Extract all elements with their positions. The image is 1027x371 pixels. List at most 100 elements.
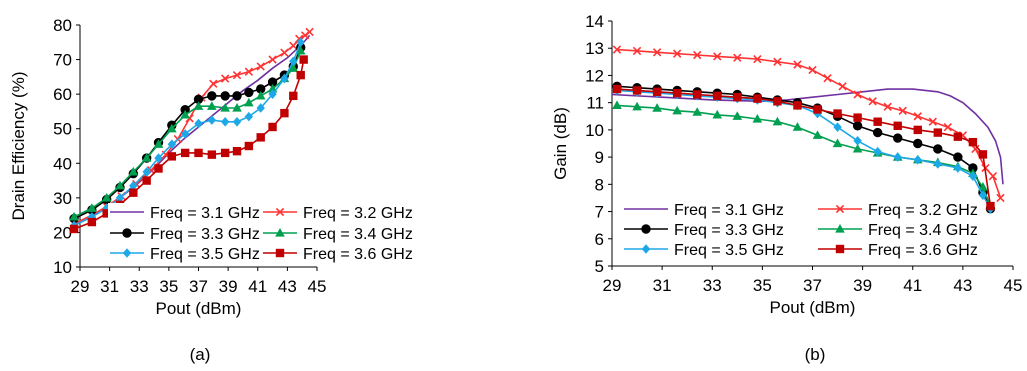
series-point bbox=[672, 49, 682, 58]
x-tick-label: 43 bbox=[278, 277, 297, 296]
series-point bbox=[167, 123, 177, 133]
series-point bbox=[69, 211, 79, 221]
series-point bbox=[101, 192, 112, 202]
series-point bbox=[87, 203, 97, 212]
series-point bbox=[220, 148, 230, 158]
series-point bbox=[753, 54, 762, 64]
legend-background bbox=[622, 200, 786, 218]
series-point bbox=[986, 201, 995, 211]
series-point bbox=[280, 73, 289, 84]
series-point bbox=[207, 91, 217, 101]
series-point bbox=[692, 107, 703, 116]
series-point bbox=[933, 128, 943, 137]
series-point bbox=[953, 132, 963, 141]
series-point bbox=[793, 101, 802, 110]
series-point bbox=[988, 172, 998, 181]
series-point bbox=[928, 117, 937, 126]
series-point bbox=[167, 139, 177, 150]
series-point bbox=[968, 137, 978, 147]
series-point bbox=[142, 176, 151, 185]
x-tick-label: 33 bbox=[703, 276, 722, 295]
series-point bbox=[913, 155, 922, 165]
legend-swatch-point bbox=[275, 207, 285, 217]
x-tick-label: 41 bbox=[248, 277, 267, 296]
legend: Freq = 3.1 GHz Freq = 3.2 GHz Freq = 3.3 G… bbox=[108, 203, 415, 263]
series-point bbox=[853, 90, 862, 99]
series-point bbox=[128, 166, 139, 176]
series-point bbox=[833, 122, 842, 132]
series-point bbox=[893, 152, 902, 162]
y-tick-label: 6 bbox=[595, 230, 604, 249]
legend-background bbox=[816, 240, 980, 258]
series-point bbox=[296, 37, 305, 48]
series-point bbox=[129, 188, 138, 197]
series-point bbox=[115, 180, 125, 190]
x-tick-label: 41 bbox=[903, 276, 922, 295]
legend-label: Freq = 3.2 GHz bbox=[868, 202, 978, 219]
x-tick-label: 37 bbox=[803, 276, 822, 295]
legend-background bbox=[261, 244, 415, 262]
y-tick-label: 10 bbox=[585, 121, 604, 140]
x-tick-label: 39 bbox=[853, 276, 872, 295]
x-tick-label: 43 bbox=[953, 276, 972, 295]
series-34 bbox=[612, 100, 996, 210]
legend-label: Freq = 3.6 GHz bbox=[303, 246, 413, 263]
y-tick-label: 12 bbox=[585, 66, 604, 85]
series-point bbox=[933, 144, 943, 154]
y-tick-label: 14 bbox=[585, 12, 604, 31]
legend-background bbox=[108, 224, 262, 242]
series-point bbox=[193, 101, 204, 110]
legend-item: Freq = 3.5 GHz bbox=[622, 240, 786, 259]
y-tick-label: 8 bbox=[595, 175, 604, 194]
series-point bbox=[813, 105, 822, 114]
series-point bbox=[167, 152, 177, 161]
series-point bbox=[996, 193, 1005, 203]
legend-label: Freq = 3.6 GHz bbox=[868, 242, 978, 259]
x-tick-label: 31 bbox=[653, 276, 672, 295]
x-tick-label: 45 bbox=[308, 277, 327, 296]
legend-background bbox=[261, 224, 415, 242]
legend-swatch-point bbox=[275, 228, 285, 237]
series-point bbox=[256, 62, 265, 71]
legend-item: Freq = 3.4 GHz bbox=[261, 224, 415, 243]
series-point bbox=[733, 93, 742, 102]
x-tick-label: 29 bbox=[603, 276, 622, 295]
series-point bbox=[232, 102, 242, 112]
legend-swatch-point bbox=[641, 244, 651, 254]
series-point bbox=[913, 112, 922, 121]
series-point bbox=[115, 193, 125, 203]
series-point bbox=[612, 100, 622, 109]
y-tick-label: 5 bbox=[595, 257, 604, 276]
series-point bbox=[752, 114, 763, 123]
y-axis-title: Gain (dB) bbox=[551, 107, 570, 180]
legend-item: Freq = 3.6 GHz bbox=[816, 240, 980, 259]
y-tick-label: 70 bbox=[53, 51, 72, 70]
series-point bbox=[823, 74, 832, 83]
series-point bbox=[978, 182, 988, 191]
series-point bbox=[194, 148, 203, 158]
x-tick-label: 31 bbox=[100, 277, 119, 296]
legend-item: Freq = 3.1 GHz bbox=[108, 203, 262, 222]
series-point bbox=[289, 56, 298, 67]
legend-swatch-point bbox=[835, 244, 845, 254]
series-point bbox=[102, 209, 111, 218]
series-point bbox=[232, 146, 242, 156]
series-point bbox=[288, 63, 299, 72]
series-point bbox=[256, 103, 265, 113]
x-axis-title: Pout (dBm) bbox=[156, 299, 242, 318]
series-point bbox=[913, 138, 923, 149]
series-point bbox=[978, 190, 988, 201]
series-point bbox=[194, 118, 203, 129]
series-point bbox=[853, 135, 862, 146]
chart-panel-b: 5 6 7 8 9 10 11 12 13 14 29 31 33 35 37 39 41 43 45 Pout (d… bbox=[551, 12, 1022, 364]
x-tick-label: 45 bbox=[1004, 276, 1023, 295]
legend-label: Freq = 3.3 GHz bbox=[150, 226, 260, 243]
x-tick-label: 39 bbox=[219, 277, 238, 296]
y-tick-label: 80 bbox=[53, 16, 72, 35]
series-point bbox=[953, 163, 963, 173]
series-point bbox=[898, 106, 907, 115]
series-point bbox=[913, 125, 922, 135]
panel-caption: (b) bbox=[805, 345, 826, 364]
